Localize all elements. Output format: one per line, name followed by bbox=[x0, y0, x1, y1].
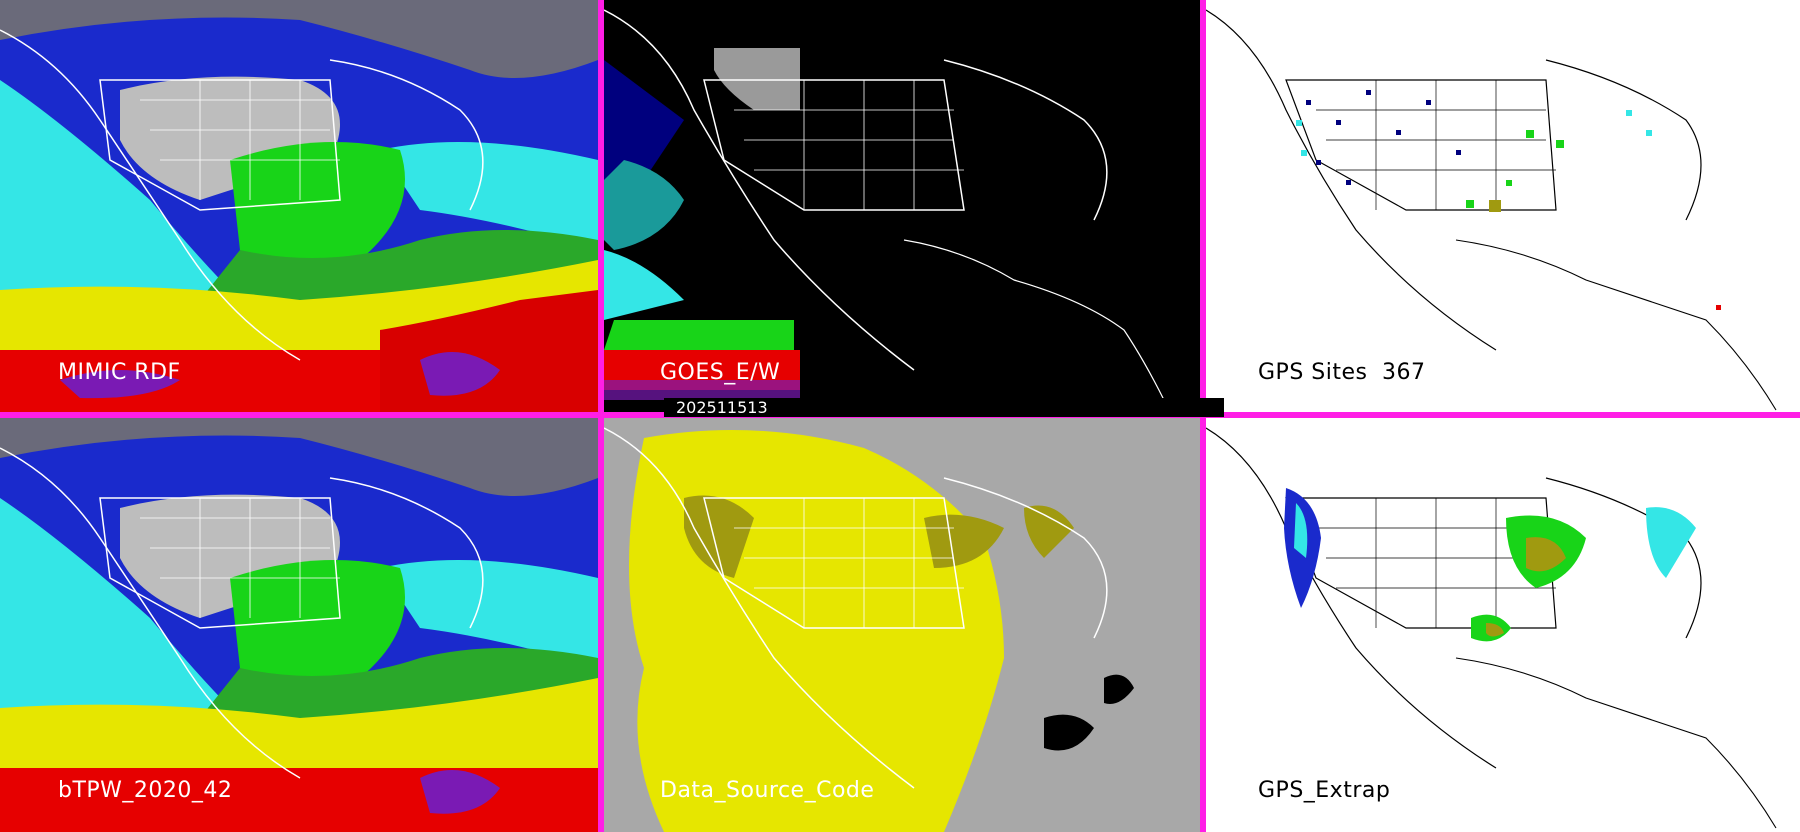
gps-extrap-map bbox=[1206, 418, 1800, 832]
panel-btpw: bTPW_2020_42 bbox=[0, 418, 598, 832]
gps-sites-map bbox=[1206, 0, 1800, 412]
timestamp-bar: 202511513 bbox=[664, 398, 1224, 417]
panel-mimic-rdf: MIMIC RDF bbox=[0, 0, 598, 412]
tpw-field-map bbox=[0, 0, 598, 412]
panel-gps-extrap: GPS_Extrap bbox=[1206, 418, 1800, 832]
panel-gps-sites: GPS Sites 367 bbox=[1206, 0, 1800, 412]
goes-satellite-map bbox=[604, 0, 1200, 412]
btpw-field-map bbox=[0, 418, 598, 832]
data-source-map bbox=[604, 418, 1200, 832]
panel-label: GPS Sites bbox=[1258, 360, 1368, 385]
site-count: 367 bbox=[1382, 360, 1426, 385]
panel-data-source-code: Data_Source_Code bbox=[604, 418, 1200, 832]
panel-label: bTPW_2020_42 bbox=[58, 778, 233, 803]
panel-label: GOES_E/W bbox=[660, 360, 781, 385]
panel-label: GPS_Extrap bbox=[1258, 778, 1391, 803]
panel-label: MIMIC RDF bbox=[58, 360, 181, 385]
panel-label: Data_Source_Code bbox=[660, 778, 875, 803]
panel-goes-ew: GOES_E/W bbox=[604, 0, 1200, 412]
